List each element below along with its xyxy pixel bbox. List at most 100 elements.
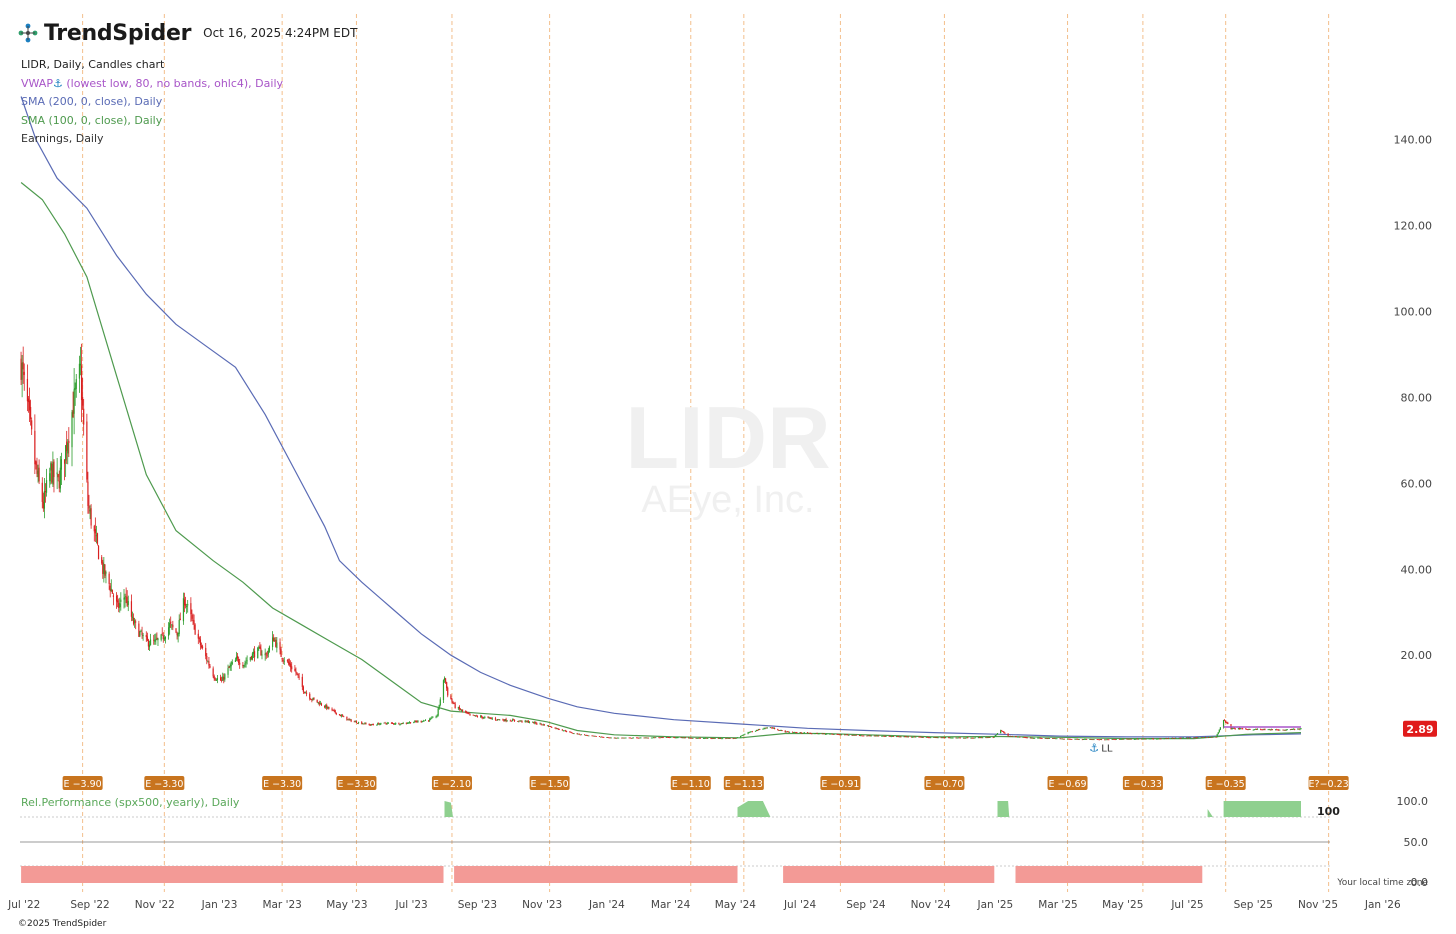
candle xyxy=(722,738,724,740)
candle xyxy=(729,738,731,740)
candle-body xyxy=(900,736,902,738)
candle-body xyxy=(147,640,150,647)
candle xyxy=(653,737,655,739)
candle-body xyxy=(766,727,768,729)
candle xyxy=(585,734,587,736)
candle-body xyxy=(942,737,944,739)
candle xyxy=(488,716,490,719)
candle-body xyxy=(186,606,188,607)
candle-body xyxy=(1054,738,1056,740)
candle-body xyxy=(169,623,171,628)
candle xyxy=(784,730,786,733)
candle xyxy=(826,733,828,735)
candle-body xyxy=(510,720,512,722)
candle xyxy=(212,666,214,678)
legend-earnings[interactable]: Earnings, Daily xyxy=(21,132,104,145)
candle-body xyxy=(1150,738,1152,740)
earnings-badge-box xyxy=(924,776,965,790)
candle xyxy=(660,737,662,739)
candle xyxy=(839,734,842,736)
candle-body xyxy=(57,474,59,478)
candle xyxy=(903,736,905,738)
candle xyxy=(27,395,30,413)
candle xyxy=(1145,738,1147,740)
candle-body xyxy=(1011,736,1013,737)
y-tick-label: 80.00 xyxy=(1401,391,1433,404)
candle-body xyxy=(30,406,32,419)
candle xyxy=(713,737,715,739)
legend-sma200[interactable]: SMA (200, 0, close), Daily xyxy=(21,95,163,108)
candle-body xyxy=(498,719,500,721)
candle xyxy=(505,717,507,723)
candle-body xyxy=(1096,739,1098,741)
candle-body xyxy=(65,445,67,461)
candle xyxy=(1061,738,1063,740)
candle xyxy=(243,664,245,669)
candle-body xyxy=(609,737,611,739)
candle xyxy=(482,716,484,720)
candle xyxy=(473,715,475,717)
candle xyxy=(777,728,779,731)
candle xyxy=(817,733,819,735)
candle xyxy=(96,532,99,546)
candle xyxy=(561,729,563,731)
candle-body xyxy=(985,737,987,739)
candle-body xyxy=(242,665,244,667)
candle xyxy=(527,720,529,723)
candle-body xyxy=(878,735,880,737)
candle xyxy=(436,714,438,718)
candle-body xyxy=(491,718,493,720)
candle-body xyxy=(1018,736,1020,738)
candle xyxy=(21,354,23,398)
candle-body xyxy=(1111,739,1113,740)
candle-body xyxy=(469,713,471,715)
candle-body xyxy=(467,713,469,714)
candle xyxy=(1253,729,1255,731)
candle-body xyxy=(1165,738,1167,740)
candle-body xyxy=(703,738,706,740)
relperf-positive-area xyxy=(444,801,453,817)
candle-body xyxy=(31,420,33,430)
legend-sma100[interactable]: SMA (100, 0, close), Daily xyxy=(21,113,163,127)
candle-body xyxy=(386,722,388,724)
candle xyxy=(881,735,883,737)
candle-body xyxy=(718,738,721,739)
candle-body xyxy=(368,723,370,726)
candle-body xyxy=(866,735,868,737)
candle-body xyxy=(540,723,542,725)
candle-body xyxy=(1086,739,1088,740)
candle xyxy=(1148,738,1150,740)
candle-body xyxy=(356,723,359,724)
candle xyxy=(650,737,653,739)
candle xyxy=(36,457,38,478)
candle-body xyxy=(149,639,152,646)
candle xyxy=(502,718,504,721)
candle xyxy=(927,737,930,739)
candle xyxy=(1156,738,1158,740)
candle xyxy=(163,634,165,642)
candle-body xyxy=(1193,737,1195,739)
candle-body xyxy=(1000,730,1002,734)
candle xyxy=(1186,737,1189,739)
candle-body xyxy=(123,597,125,600)
candle-body xyxy=(190,603,192,615)
candle-body xyxy=(1045,738,1047,739)
candle-body xyxy=(979,737,982,739)
candle xyxy=(668,737,671,739)
legend-vwap[interactable]: VWAP⚓ (lowest low, 80, no bands, ohlc4),… xyxy=(21,75,283,94)
candle-body xyxy=(781,730,783,731)
candle-body xyxy=(951,737,953,739)
candle-body xyxy=(691,737,693,739)
candle xyxy=(732,737,734,740)
candle-body xyxy=(191,614,193,619)
candle xyxy=(274,637,276,642)
candle xyxy=(639,737,641,739)
candle-body xyxy=(885,736,887,737)
candle-body xyxy=(660,737,662,739)
candle-body xyxy=(839,734,842,736)
candle-body xyxy=(569,731,571,733)
candle-body xyxy=(125,596,127,597)
candle xyxy=(280,646,282,657)
candle xyxy=(242,662,244,669)
